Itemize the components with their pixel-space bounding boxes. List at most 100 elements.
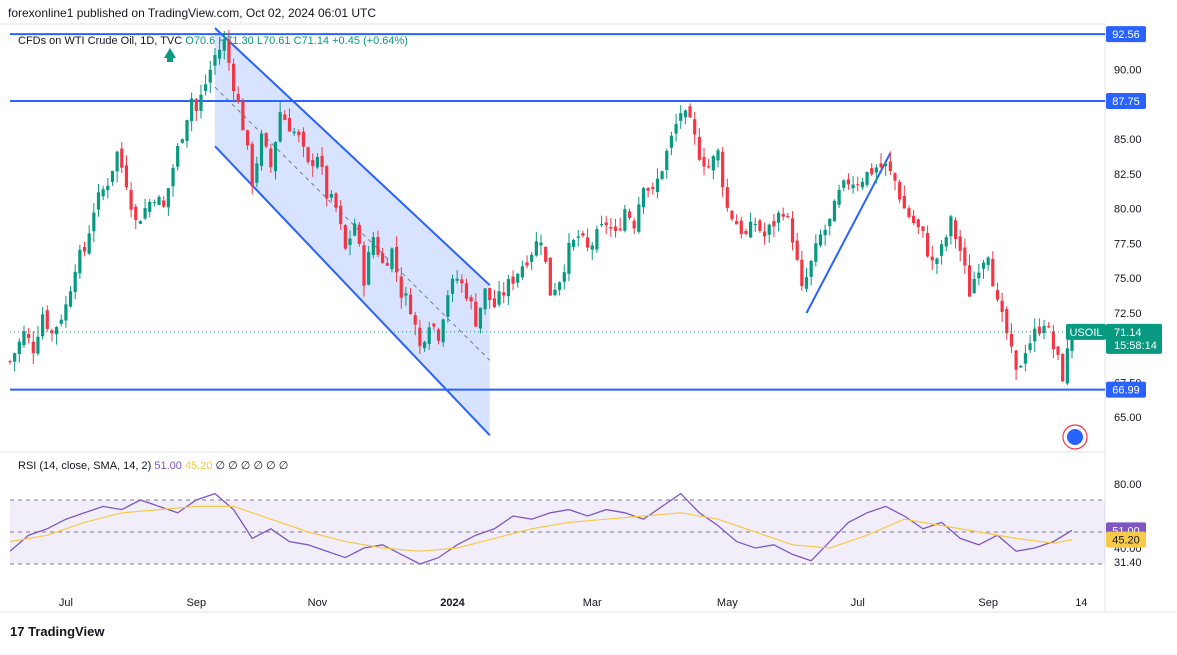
candle-body: [870, 168, 874, 175]
candle-body: [59, 319, 63, 324]
candle-body: [357, 224, 361, 244]
symbol-tag-bg: [1066, 323, 1106, 340]
candle-body: [991, 258, 995, 287]
candle-body: [1070, 335, 1074, 351]
candle-body: [353, 223, 357, 236]
candle-body: [297, 131, 301, 136]
candle-body: [730, 210, 734, 220]
candle-body: [898, 181, 902, 200]
price-tag-bg: [1106, 381, 1146, 398]
candle-body: [68, 291, 73, 307]
price-tag-bg: [1106, 26, 1146, 43]
candle-body: [506, 279, 510, 297]
candle-body: [837, 189, 841, 205]
candle-body: [474, 301, 478, 327]
candle-body: [236, 93, 240, 102]
candle-body: [828, 218, 832, 227]
candle-body: [1000, 300, 1004, 312]
candle-body: [259, 133, 264, 166]
candle-body: [534, 241, 538, 256]
candle-body: [96, 192, 101, 210]
candle-body: [935, 258, 939, 264]
candle-body: [1056, 346, 1060, 355]
candle-body: [325, 166, 329, 199]
countdown-label: 15:58:14: [1114, 340, 1157, 352]
candle-body: [152, 202, 156, 204]
candle-body: [334, 193, 338, 208]
candle-body: [315, 156, 320, 168]
candle-body: [78, 249, 82, 274]
symbol-tag-label: USOIL: [1069, 327, 1102, 339]
rsi-sma-value: 45.20: [184, 460, 213, 472]
last-price-tag-bg: [1106, 323, 1162, 354]
candle-body: [362, 245, 366, 286]
candle-body: [1047, 326, 1051, 328]
candle-body: [455, 278, 459, 281]
candle-body: [176, 146, 180, 167]
candle-body: [604, 222, 608, 226]
candle-body: [488, 287, 492, 301]
candle-body: [1019, 365, 1023, 368]
candle-body: [469, 297, 473, 302]
candle-body: [520, 266, 524, 278]
candle-body: [711, 156, 715, 171]
candle-body: [977, 272, 981, 279]
candle-body: [408, 294, 413, 315]
candle-body: [879, 163, 883, 168]
rsi-label: RSI (14, close, SMA, 14, 2): [18, 460, 152, 472]
candle-body: [707, 166, 711, 168]
candle-body: [8, 361, 12, 363]
price-tag-label: 66.99: [1112, 385, 1140, 397]
candle-body: [558, 282, 562, 290]
symbol-legend: CFDs on WTI Crude Oil, 1D, TVC O70.6 H71…: [18, 35, 408, 47]
candle-body: [129, 190, 133, 210]
candle-body: [54, 327, 59, 335]
candle-body: [576, 236, 580, 238]
candle-body: [227, 39, 231, 63]
candle-body: [930, 256, 934, 261]
time-tick-label: Jul: [59, 597, 73, 609]
candle-body: [385, 262, 389, 266]
candle-body: [739, 220, 743, 235]
rsi-value: 51.00: [154, 460, 182, 472]
candle-body: [31, 341, 35, 354]
candle-body: [245, 130, 250, 146]
candle-body: [483, 288, 487, 310]
rsi-value-tag-bg: [1106, 531, 1146, 548]
candle-body: [194, 99, 198, 111]
candle-body: [646, 187, 650, 191]
tradingview-logo: 17: [10, 624, 25, 639]
candle-body: [609, 226, 613, 229]
candle-body: [162, 200, 166, 207]
candle-body: [916, 219, 920, 228]
candle-body: [981, 262, 986, 269]
time-tick-label: 2024: [440, 597, 465, 609]
time-tick-label: May: [717, 597, 738, 609]
candle-body: [963, 247, 967, 266]
candle-body: [287, 118, 292, 132]
candle-body: [171, 167, 175, 187]
tradingview-footer[interactable]: 17 TradingView: [10, 624, 104, 639]
candle-body: [762, 231, 767, 237]
legend-change: +0.45 (+0.64%): [332, 35, 408, 47]
candle-body: [753, 223, 757, 225]
candle-body: [767, 224, 771, 235]
legend-close: C71.14: [293, 35, 330, 47]
candle-body: [143, 208, 147, 219]
candle-body: [269, 148, 273, 168]
candle-body: [651, 186, 655, 190]
candle-body: [842, 180, 846, 188]
candle-body: [986, 257, 990, 265]
legend-open: O70.6: [185, 35, 216, 47]
candle-body: [655, 178, 660, 193]
candle-body: [1037, 326, 1041, 334]
candle-body: [539, 242, 543, 246]
candle-body: [967, 265, 972, 297]
candle-body: [511, 276, 515, 284]
candle-body: [725, 187, 729, 208]
candle-body: [436, 329, 441, 341]
candle-body: [17, 341, 21, 355]
candle-body: [441, 319, 445, 343]
candle-body: [851, 184, 855, 189]
